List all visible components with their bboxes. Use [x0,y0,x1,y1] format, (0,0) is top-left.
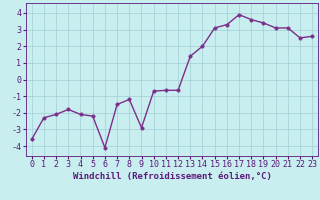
X-axis label: Windchill (Refroidissement éolien,°C): Windchill (Refroidissement éolien,°C) [73,172,271,181]
